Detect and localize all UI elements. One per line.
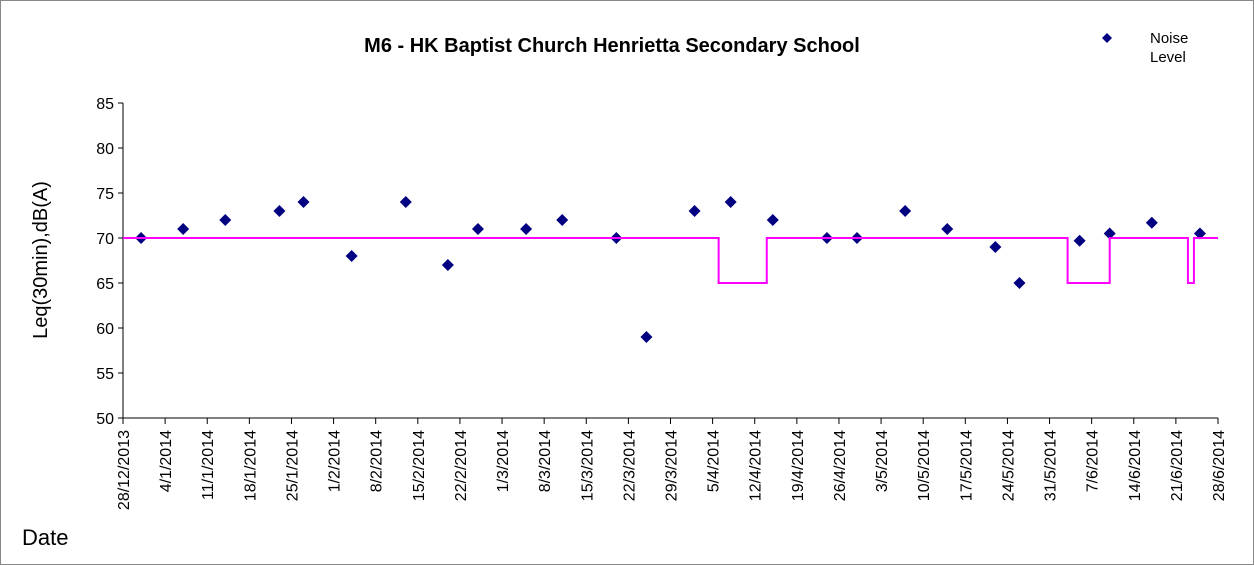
data-point (1103, 227, 1116, 240)
data-point (471, 223, 484, 235)
x-tick-label: 28/12/2013 (116, 430, 133, 510)
data-point (297, 196, 310, 208)
data-point (899, 205, 912, 217)
data-point (177, 223, 190, 235)
x-tick-label: 12/4/2014 (748, 430, 765, 501)
data-point (399, 196, 412, 208)
data-point (1145, 216, 1158, 229)
y-tick-label: 75 (96, 186, 114, 203)
x-tick-label: 25/1/2014 (284, 430, 301, 501)
data-point (520, 223, 533, 235)
data-point (724, 196, 737, 208)
x-tick-label: 3/5/2014 (874, 430, 891, 492)
x-tick-label: 11/1/2014 (200, 430, 217, 500)
y-axis-label: Leq(30min),dB(A) (30, 181, 52, 339)
x-axis-label: Date (22, 525, 68, 550)
data-point (1013, 277, 1026, 289)
legend-marker (1102, 33, 1112, 43)
y-tick-label: 60 (96, 321, 114, 338)
y-tick-label: 50 (96, 411, 114, 428)
data-point (688, 205, 701, 217)
data-point (345, 250, 358, 262)
x-tick-label: 7/6/2014 (1085, 430, 1102, 492)
data-point (1073, 234, 1086, 247)
x-tick-label: 1/2/2014 (327, 430, 344, 492)
y-tick-label: 85 (96, 96, 114, 113)
x-tick-label: 1/3/2014 (495, 430, 512, 492)
data-point (273, 205, 286, 217)
x-tick-label: 29/3/2014 (664, 430, 681, 501)
data-point (989, 241, 1002, 253)
y-tick-label: 80 (96, 141, 114, 158)
x-tick-label: 26/4/2014 (832, 430, 849, 501)
data-point (1193, 227, 1206, 240)
limit-line (123, 237, 1218, 284)
data-point (219, 214, 232, 226)
x-tick-label: 22/2/2014 (453, 430, 470, 501)
x-tick-label: 21/6/2014 (1169, 430, 1186, 501)
x-tick-label: 17/5/2014 (958, 430, 975, 501)
x-tick-label: 8/3/2014 (537, 430, 554, 492)
data-point (441, 259, 454, 271)
x-tick-label: 15/2/2014 (411, 430, 428, 501)
chart-title: M6 - HK Baptist Church Henrietta Seconda… (364, 35, 860, 57)
data-point (941, 223, 954, 235)
x-tick-label: 18/1/2014 (242, 430, 259, 501)
x-tick-label: 8/2/2014 (369, 430, 386, 492)
x-tick-label: 22/3/2014 (621, 430, 638, 501)
data-point (766, 214, 779, 226)
x-tick-label: 31/5/2014 (1043, 430, 1060, 501)
x-tick-label: 15/3/2014 (579, 430, 596, 501)
x-tick-label: 14/6/2014 (1127, 430, 1144, 501)
y-tick-label: 70 (96, 231, 114, 248)
legend-label: Noise Level (1150, 30, 1189, 66)
data-point (640, 331, 653, 343)
x-tick-label: 28/6/2014 (1211, 430, 1228, 501)
x-tick-label: 24/5/2014 (1000, 430, 1017, 501)
x-tick-label: 5/4/2014 (706, 430, 723, 492)
x-tick-label: 10/5/2014 (916, 430, 933, 501)
y-tick-label: 65 (96, 276, 114, 293)
data-point (556, 214, 569, 226)
y-tick-label: 55 (96, 366, 114, 383)
x-tick-label: 19/4/2014 (790, 430, 807, 501)
x-tick-label: 4/1/2014 (158, 430, 175, 492)
